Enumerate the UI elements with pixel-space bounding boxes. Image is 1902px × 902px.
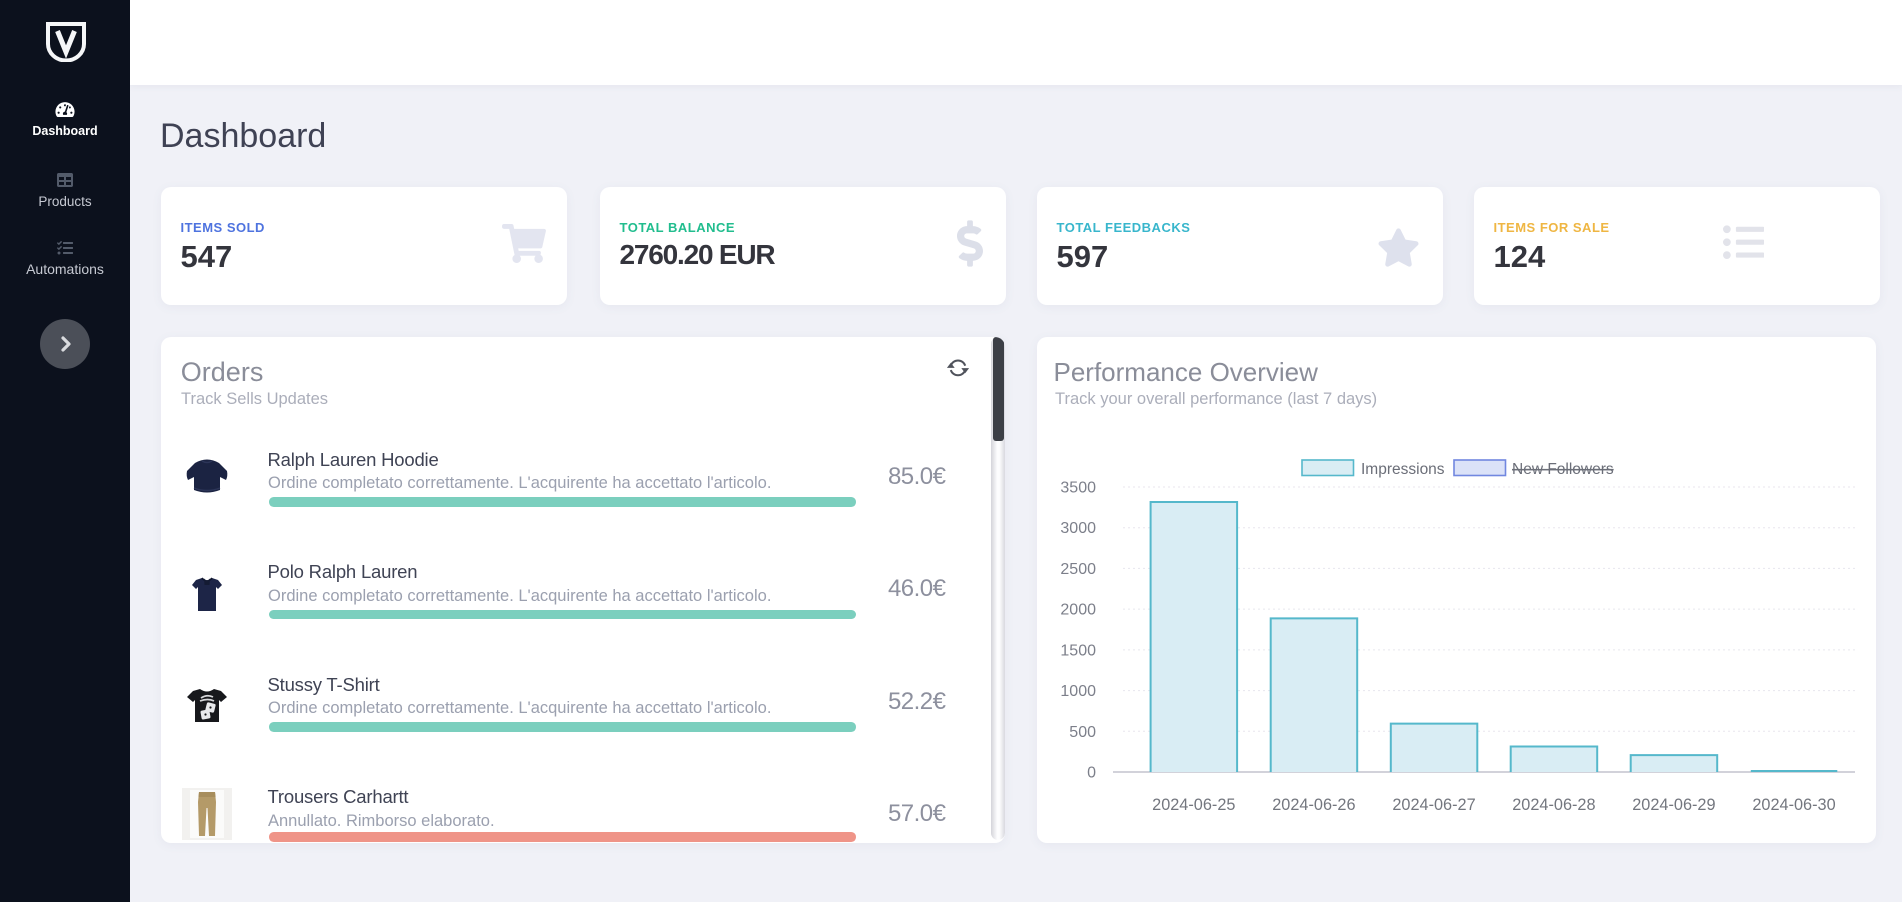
svg-text:3500: 3500 [1060,480,1096,497]
svg-text:2024-06-25: 2024-06-25 [1152,796,1235,814]
svg-text:2024-06-26: 2024-06-26 [1272,796,1355,814]
svg-text:2000: 2000 [1060,602,1096,619]
svg-text:2024-06-30: 2024-06-30 [1752,796,1835,814]
svg-text:New Followers: New Followers [1512,461,1614,478]
svg-text:3000: 3000 [1060,520,1096,537]
svg-text:2500: 2500 [1060,561,1096,578]
svg-text:Impressions: Impressions [1361,461,1445,478]
svg-text:500: 500 [1069,724,1096,741]
svg-text:2024-06-29: 2024-06-29 [1632,796,1715,814]
svg-text:1500: 1500 [1060,642,1096,659]
svg-text:2024-06-28: 2024-06-28 [1512,796,1595,814]
svg-text:1000: 1000 [1060,683,1096,700]
svg-text:0: 0 [1087,765,1096,782]
svg-text:2024-06-27: 2024-06-27 [1392,796,1475,814]
